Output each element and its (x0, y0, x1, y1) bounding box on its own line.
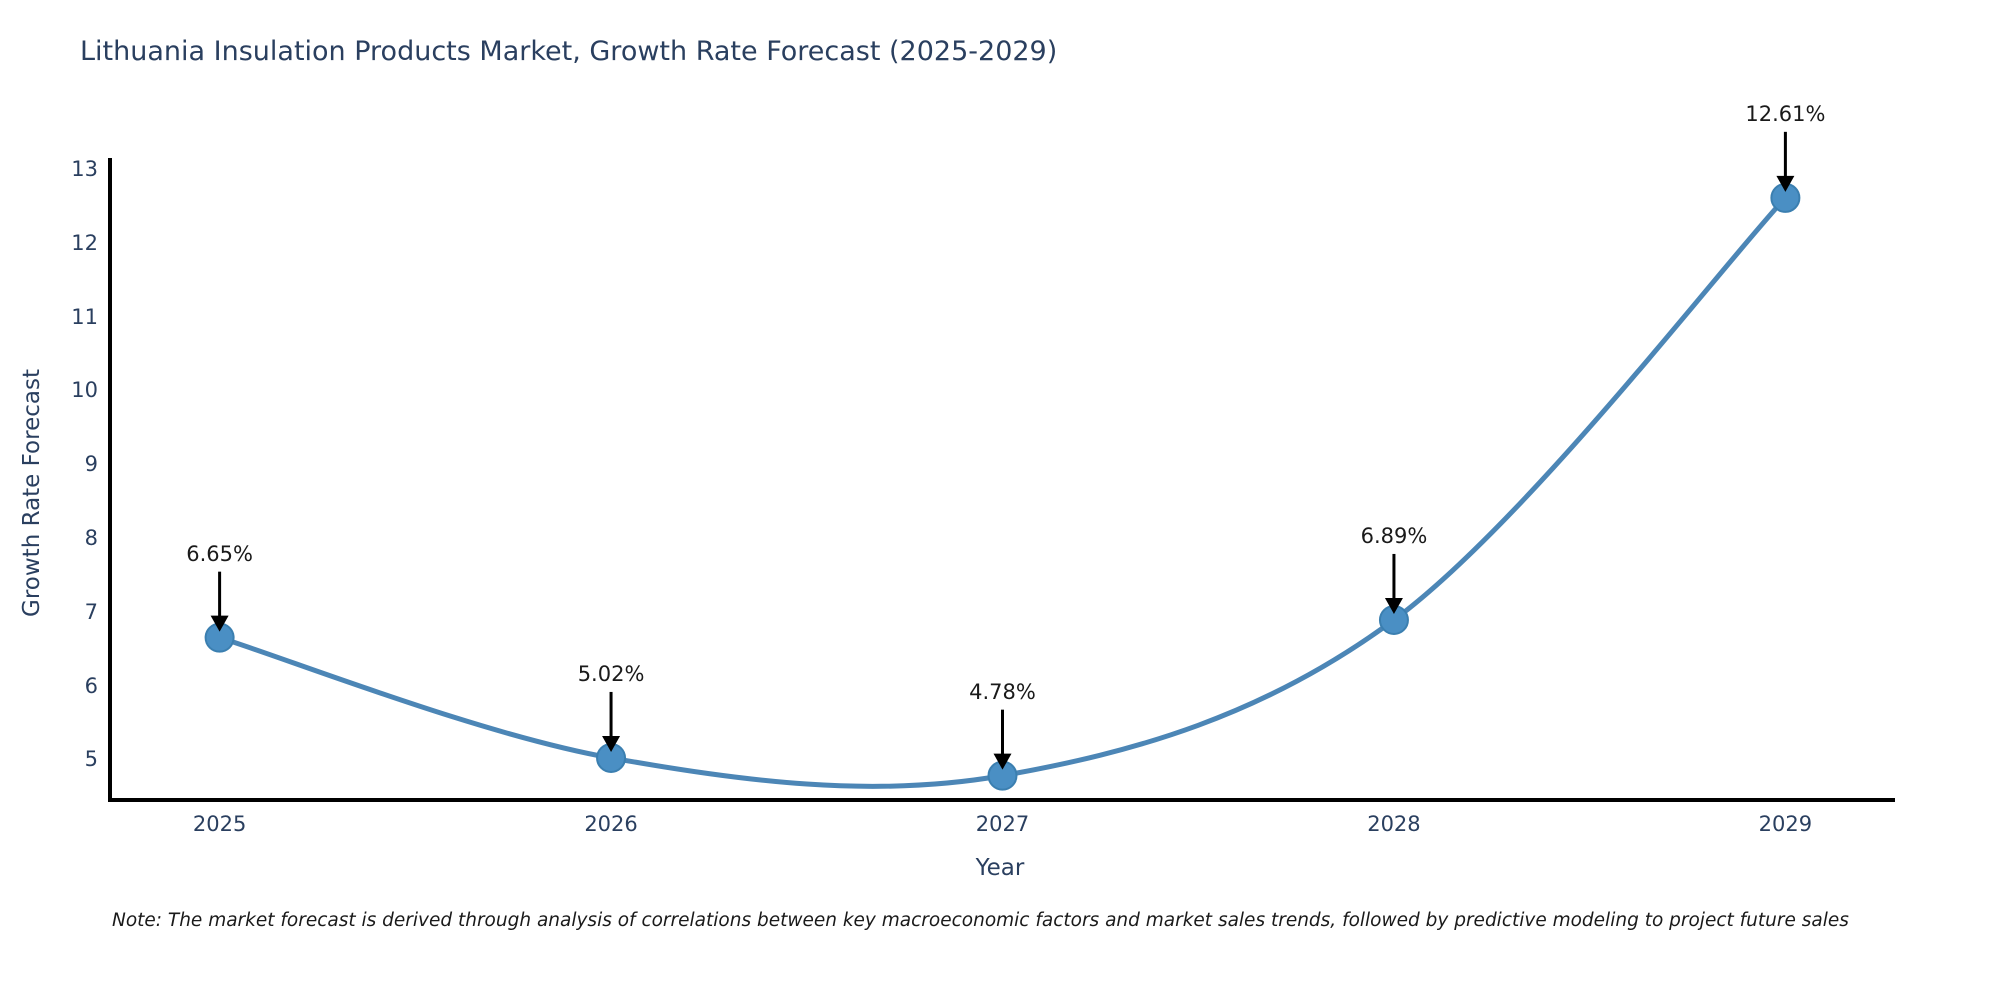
x-tick-label: 2028 (1367, 812, 1421, 836)
chart-footnote: Note: The market forecast is derived thr… (112, 910, 1849, 931)
data-point-label: 4.78% (969, 679, 1036, 704)
y-tick-label: 7 (84, 599, 98, 624)
data-point-label: 6.89% (1360, 523, 1428, 548)
x-tick-label: 2027 (975, 812, 1030, 836)
annotation-arrows (210, 131, 1795, 770)
y-tick-label: 11 (71, 304, 98, 329)
data-point-markers (204, 182, 1801, 791)
data-point-label: 5.02% (577, 661, 645, 686)
annotation-arrow-head (993, 753, 1012, 770)
x-axis-title: Year (975, 855, 1025, 881)
x-tick-label: 2025 (192, 812, 247, 836)
x-tick-label: 2029 (1758, 812, 1813, 836)
forecast-line (217, 195, 1788, 789)
y-tick-label: 5 (84, 747, 98, 772)
y-tick-label: 6 (84, 673, 98, 698)
annotation-arrow-head (602, 735, 621, 752)
y-tick-label: 8 (84, 526, 98, 551)
y-tick-label: 12 (71, 230, 98, 255)
axis-lines (108, 158, 1895, 802)
annotation-arrow-head (210, 615, 229, 632)
y-tick-label: 10 (71, 378, 98, 403)
chart-title: Lithuania Insulation Products Market, Gr… (80, 36, 1058, 67)
annotation-arrow-head (1384, 597, 1403, 614)
data-point-label: 6.65% (186, 541, 253, 566)
annotation-arrow-head (1776, 175, 1795, 192)
y-tick-label: 9 (84, 452, 98, 477)
x-tick-label: 2026 (584, 812, 638, 836)
y-tick-label: 13 (71, 157, 98, 182)
data-point-label: 12.61% (1745, 101, 1826, 126)
